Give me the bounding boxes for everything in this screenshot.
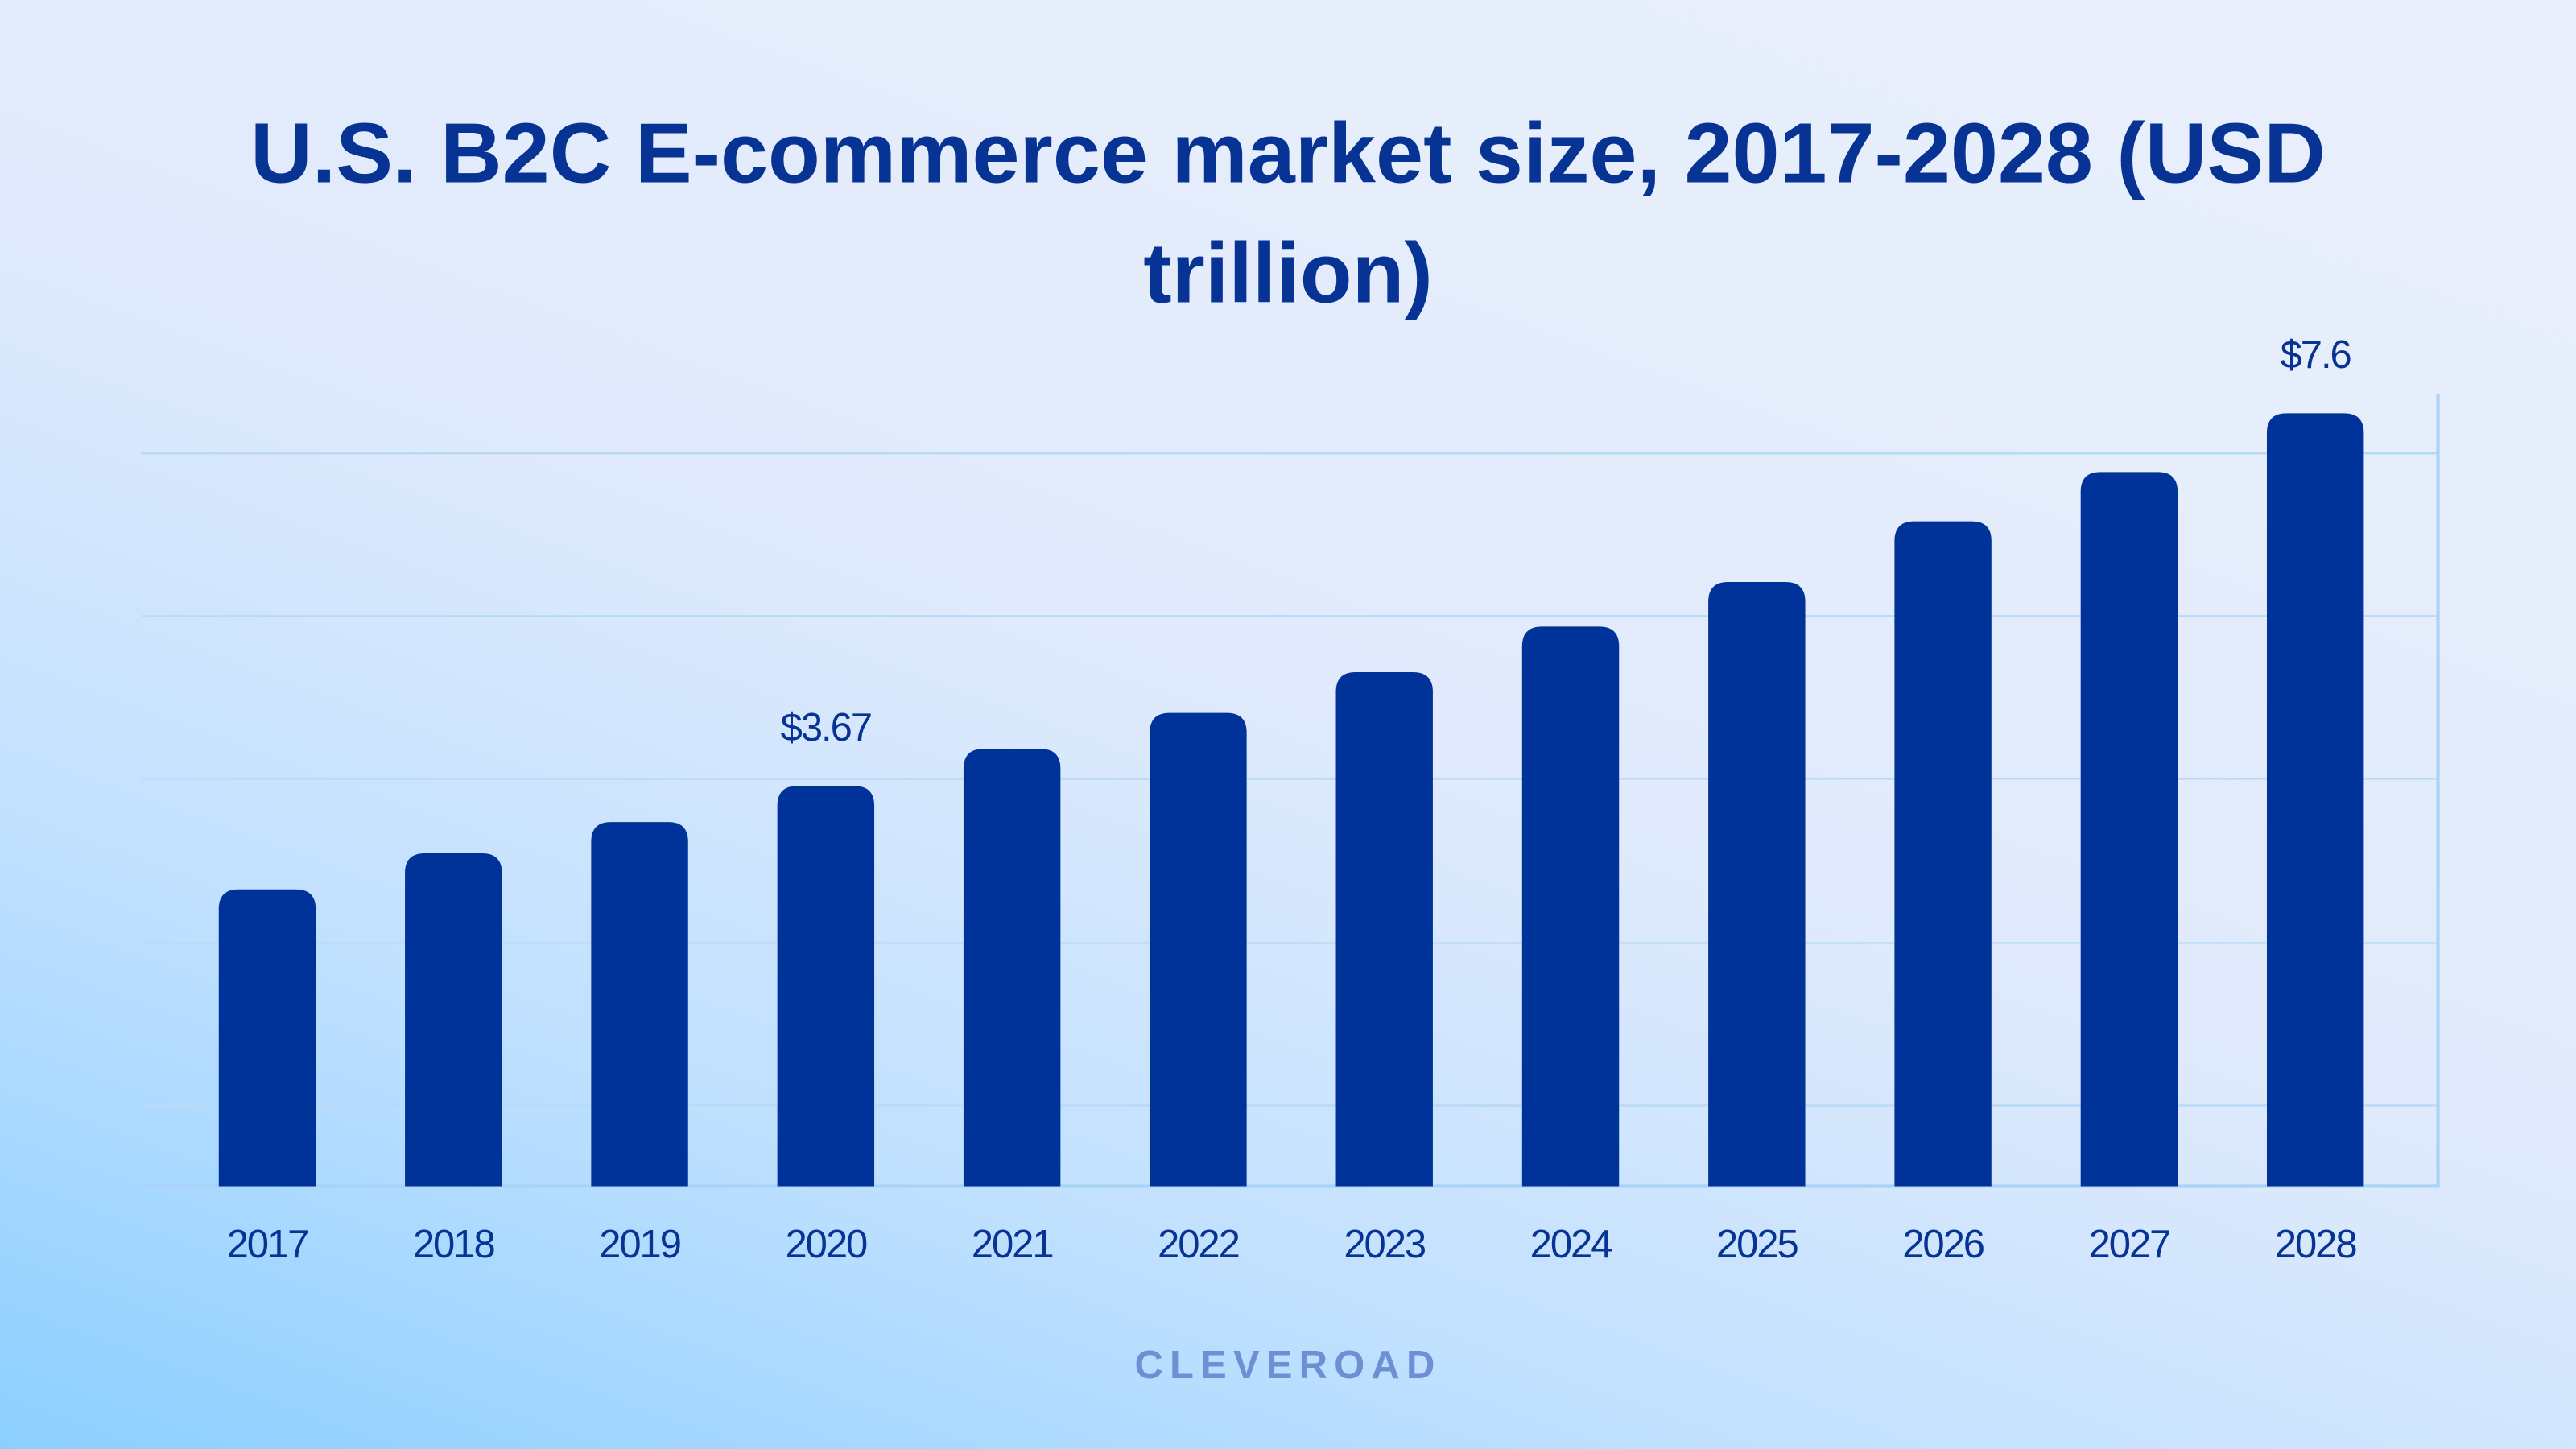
x-tick-label: 2025 [1716, 1223, 1798, 1266]
bar [1708, 582, 1806, 1187]
x-tick-label: 2019 [599, 1223, 680, 1266]
bar [405, 852, 502, 1187]
bar [1894, 521, 1992, 1187]
bar [591, 822, 688, 1187]
x-tick-label: 2024 [1530, 1223, 1612, 1266]
bar [963, 749, 1061, 1187]
x-tick-label: 2020 [785, 1223, 867, 1266]
x-tick-label: 2022 [1158, 1223, 1239, 1266]
x-tick-label: 2027 [2089, 1223, 2170, 1266]
grid [141, 452, 2438, 1107]
chart-title: U.S. B2C E-commerce market size, 2017-20… [250, 106, 2326, 322]
data-label: $7.6 [2281, 333, 2351, 377]
bar [218, 889, 316, 1187]
x-tick-label: 2021 [972, 1223, 1053, 1266]
bar [777, 786, 875, 1187]
bar [1150, 712, 1247, 1187]
x-tick-label: 2017 [227, 1223, 308, 1266]
x-tick-label: 2018 [413, 1223, 495, 1266]
bar [2266, 413, 2364, 1187]
data-label: $3.67 [781, 706, 871, 749]
x-tick-label: 2028 [2275, 1223, 2357, 1266]
x-tick-label: 2023 [1344, 1223, 1426, 1266]
bar [1521, 626, 1620, 1187]
bar [1335, 671, 1433, 1187]
x-tick-label: 2026 [1902, 1223, 1984, 1266]
bar [2080, 472, 2178, 1187]
brand-logo: CLEVEROAD [1134, 1344, 1442, 1389]
